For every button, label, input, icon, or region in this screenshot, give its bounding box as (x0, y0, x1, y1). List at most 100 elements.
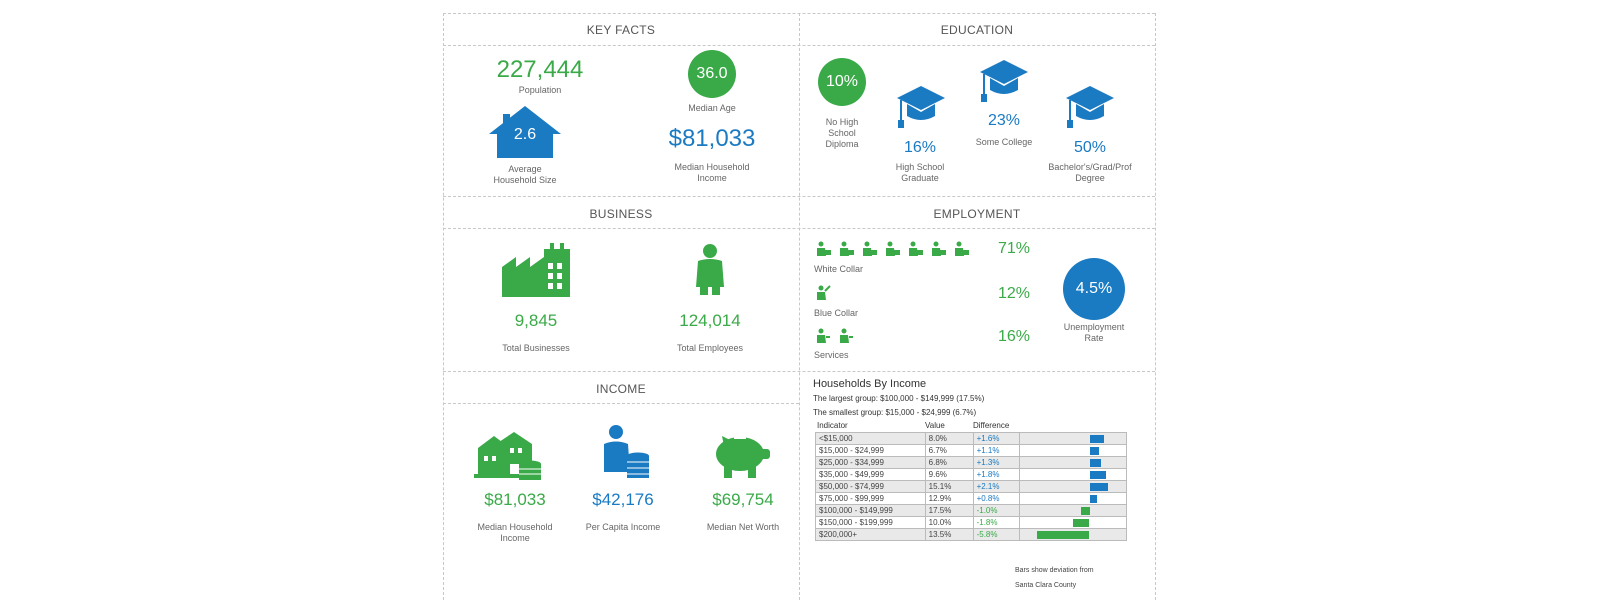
deviation-bar (1089, 435, 1104, 443)
cell-difference: -1.0% (972, 504, 1020, 517)
cell-value: 12.9% (924, 492, 974, 505)
deviation-bar (1089, 471, 1106, 479)
table-row: $75,000 - $99,999 12.9% +0.8% (815, 492, 1127, 505)
high-school-label-2: Graduate (901, 173, 939, 183)
businesses-value: 9,845 (514, 311, 558, 330)
services-icons (816, 328, 854, 343)
net-worth-label: Median Net Worth (706, 522, 780, 532)
deviation-bar (1080, 507, 1090, 515)
header-indicator: Indicator (817, 421, 848, 430)
table-row: $15,000 - $24,999 6.7% +1.1% (815, 444, 1127, 457)
cell-difference: +1.6% (972, 432, 1020, 445)
deviation-bar (1089, 459, 1102, 467)
cell-bar (1018, 516, 1127, 529)
white-collar-icons (816, 241, 969, 257)
employment-title: EMPLOYMENT (933, 207, 1021, 221)
graduation-cap-icon (895, 84, 947, 137)
cell-value: 15.1% (924, 480, 974, 493)
household-size-label-1: Average (508, 164, 542, 174)
blue-collar-value: 12% (998, 285, 1031, 302)
key-facts-title: KEY FACTS (586, 23, 656, 37)
table-row: $150,000 - $199,999 10.0% -1.8% (815, 516, 1127, 529)
office-worker-icon (909, 241, 923, 256)
unemployment-value: 4.5% (1075, 280, 1113, 297)
factory-icon (502, 241, 570, 302)
cell-bar (1018, 504, 1127, 517)
grid-line (1155, 13, 1156, 600)
cell-difference: +1.8% (972, 468, 1020, 481)
grid-line (443, 403, 799, 404)
cell-value: 17.5% (924, 504, 974, 517)
graduation-cap-icon (1064, 84, 1116, 137)
table-row: <$15,000 8.0% +1.6% (815, 432, 1127, 445)
high-school-value: 16% (903, 139, 937, 156)
cell-indicator: $75,000 - $99,999 (815, 492, 926, 505)
grid-line (443, 196, 1155, 197)
house-icon (487, 104, 563, 158)
table-row: $25,000 - $34,999 6.8% +1.3% (815, 456, 1127, 469)
cell-value: 6.7% (924, 444, 974, 457)
cell-indicator: $100,000 - $149,999 (815, 504, 926, 517)
deviation-bar (1089, 495, 1097, 503)
income-median-household-label-1: Median Household (477, 522, 553, 532)
bachelors-label-2: Degree (1075, 173, 1105, 183)
education-title: EDUCATION (940, 23, 1014, 37)
cell-indicator: $150,000 - $199,999 (815, 516, 926, 529)
household-size-value: 2.6 (513, 126, 537, 143)
grid-line (443, 13, 444, 600)
largest-group-text: The largest group: $100,000 - $149,999 (… (813, 394, 985, 403)
bachelors-value: 50% (1073, 139, 1107, 156)
income-median-household-value: $81,033 (484, 490, 546, 509)
cell-bar (1018, 456, 1127, 469)
no-high-school-label-1: No High (825, 117, 859, 127)
net-worth-value: $69,754 (712, 490, 774, 509)
cell-indicator: $200,000+ (815, 528, 926, 541)
bachelors-label-1: Bachelor's/Grad/Prof (1048, 162, 1132, 172)
grid-line (443, 228, 1155, 229)
no-high-school-label-2: School (828, 128, 856, 138)
smallest-group-text: The smallest group: $15,000 - $24,999 (6… (813, 408, 977, 417)
cell-value: 9.6% (924, 468, 974, 481)
table-row: $50,000 - $74,999 15.1% +2.1% (815, 480, 1127, 493)
cell-difference: +1.1% (972, 444, 1020, 457)
median-income-value: $81,033 (668, 125, 756, 152)
table-row: $35,000 - $49,999 9.6% +1.8% (815, 468, 1127, 481)
business-title: BUSINESS (589, 207, 653, 221)
office-worker-icon (932, 241, 946, 256)
services-value: 16% (998, 328, 1031, 345)
cell-bar (1018, 492, 1127, 505)
cell-indicator: $15,000 - $24,999 (815, 444, 926, 457)
bars-note-2: Santa Clara County (1015, 582, 1077, 589)
office-worker-icon (886, 241, 900, 256)
grid-line (799, 13, 800, 600)
header-value: Value (925, 421, 945, 430)
median-income-label-1: Median Household (674, 162, 750, 172)
blue-collar-worker-icon (816, 285, 831, 305)
per-capita-value: $42,176 (592, 490, 654, 509)
person-coins-icon (602, 424, 650, 487)
office-worker-icon (955, 241, 969, 256)
cell-indicator: $35,000 - $49,999 (815, 468, 926, 481)
cell-bar (1018, 480, 1127, 493)
per-capita-label: Per Capita Income (585, 522, 661, 532)
cell-bar (1018, 432, 1127, 445)
office-worker-icon (840, 241, 854, 256)
some-college-label: Some College (975, 137, 1033, 147)
cell-bar (1018, 468, 1127, 481)
grid-line (443, 13, 1155, 14)
income-median-household-label-2: Income (500, 533, 530, 543)
deviation-bar (1073, 519, 1090, 527)
median-age-value: 36.0 (696, 65, 728, 82)
cell-indicator: $50,000 - $74,999 (815, 480, 926, 493)
cell-indicator: $25,000 - $34,999 (815, 456, 926, 469)
high-school-label-1: High School (895, 162, 945, 172)
population-label: Population (518, 85, 562, 95)
no-high-school-label-3: Diploma (825, 139, 859, 149)
no-high-school-value: 10% (825, 73, 859, 90)
office-worker-icon (863, 241, 877, 256)
some-college-value: 23% (987, 112, 1021, 129)
no-high-school-circle: 10% (818, 58, 866, 106)
person-icon (692, 243, 728, 300)
deviation-bar (1089, 447, 1100, 455)
table-row: $200,000+ 13.5% -5.8% (815, 528, 1127, 541)
